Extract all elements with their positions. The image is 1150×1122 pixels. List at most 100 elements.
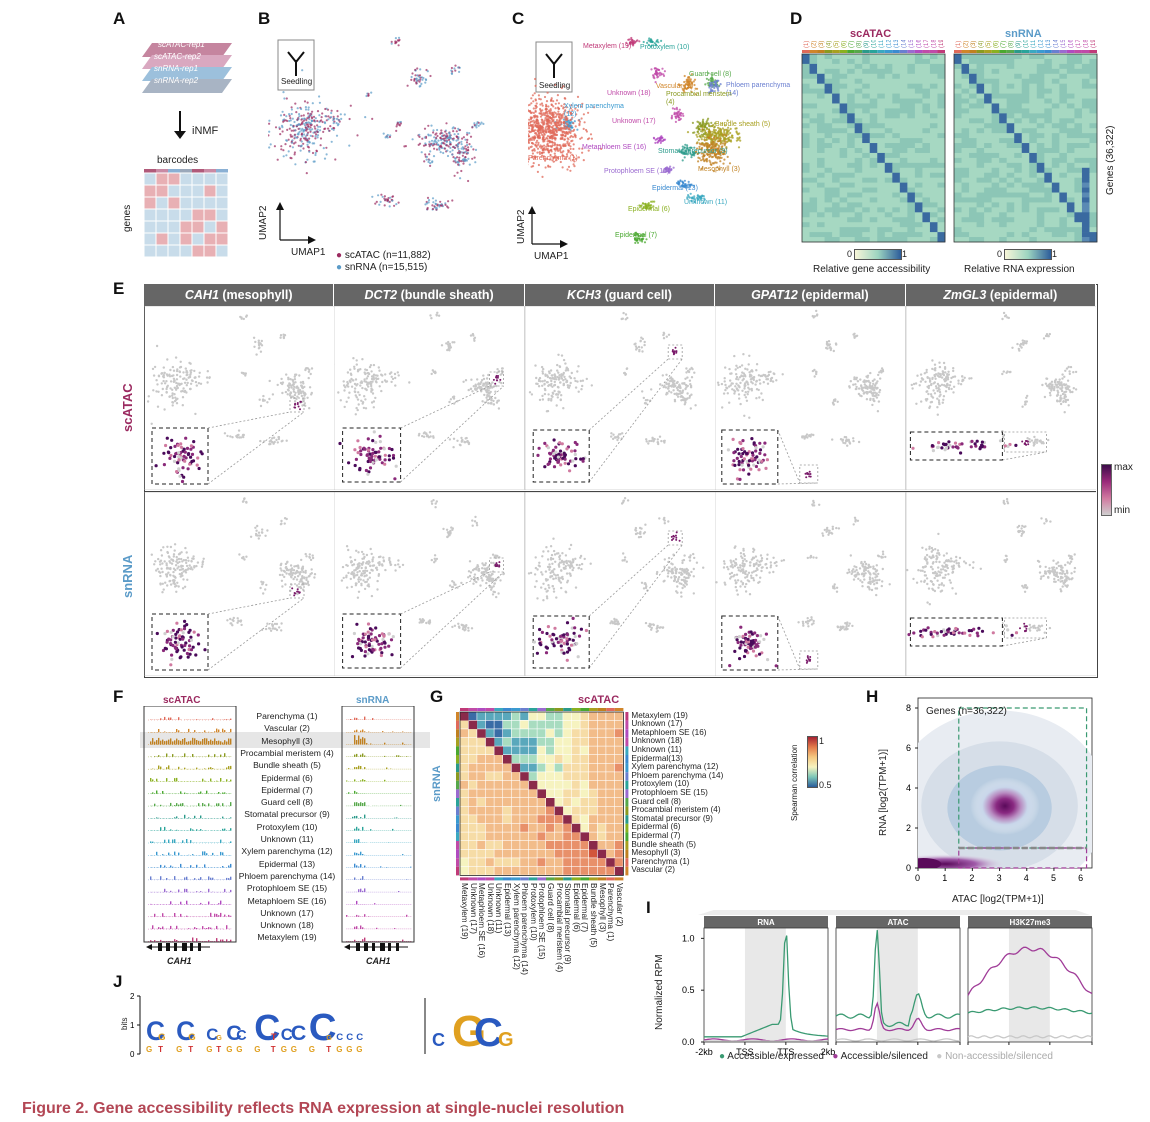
d-cell: [969, 172, 977, 178]
cluster-point: [558, 119, 561, 122]
cluster-point: [700, 195, 703, 198]
panel-c-umap: [528, 36, 742, 248]
d-cell: [929, 167, 938, 174]
d-cell: [1081, 187, 1090, 193]
cluster-point: [710, 77, 713, 80]
e-grey-point: [476, 386, 480, 390]
d-cell: [1006, 63, 1015, 70]
e-grey-point: [494, 396, 497, 400]
d-cell: [969, 118, 977, 124]
d-cell: [1066, 138, 1075, 144]
d-cell: [984, 232, 992, 238]
d-cell: [1051, 143, 1060, 149]
e-grey-point: [189, 371, 193, 374]
cluster-point: [682, 114, 685, 117]
d-cell: [1074, 123, 1083, 129]
d-cell: [1089, 167, 1098, 174]
d-cell: [847, 148, 855, 154]
umap-point: [389, 196, 392, 199]
umap-point: [460, 140, 463, 143]
d-cell: [1036, 83, 1045, 89]
e-grey-point: [484, 401, 487, 404]
umap-point: [440, 203, 443, 206]
umap-point: [421, 78, 424, 81]
cluster-point: [693, 83, 696, 87]
d-cell: [907, 63, 916, 70]
d-cell: [991, 98, 1000, 104]
d-cell: [961, 138, 970, 144]
cluster-point: [726, 119, 729, 122]
d-cell: [929, 113, 938, 119]
d-cell: [1044, 222, 1053, 228]
d-cell: [832, 177, 840, 183]
e-grey-point: [354, 390, 357, 394]
d-cell: [884, 128, 893, 134]
umap-point: [268, 146, 271, 149]
d-cell: [1014, 133, 1023, 139]
d-cell: [847, 113, 855, 119]
cluster-point: [546, 143, 549, 146]
d-cell: [892, 207, 901, 213]
d-cell: [954, 93, 962, 99]
cluster-point: [670, 168, 673, 171]
d-cell: [809, 83, 818, 89]
d-cell: [1014, 167, 1023, 174]
cluster-point: [533, 149, 536, 152]
d-cell: [1014, 73, 1023, 80]
cluster-point: [683, 91, 686, 94]
e-grey-point: [289, 391, 293, 395]
d-cell: [922, 148, 931, 154]
umap-point: [302, 122, 305, 125]
d-cell: [892, 157, 901, 164]
cluster-point: [528, 158, 530, 161]
d-cell: [802, 148, 810, 154]
umap-point: [462, 151, 465, 154]
cluster-point: [572, 143, 575, 146]
d-cell: [999, 54, 1007, 60]
e-tissue-name: (mesophyll): [218, 288, 293, 302]
umap-point: [318, 101, 321, 104]
d-scale-right-max: 1: [1052, 249, 1058, 259]
cluster-point: [556, 94, 559, 97]
umap-point: [482, 122, 485, 125]
d-cell: [961, 58, 970, 65]
umap-point: [386, 133, 389, 137]
panel-b-umap: [268, 36, 485, 244]
cluster-point: [528, 118, 531, 121]
d-cell: [809, 54, 818, 60]
e-grey-point: [347, 382, 350, 385]
cluster-point: [562, 85, 565, 88]
e-grey-point: [371, 375, 374, 378]
d-cell: [976, 73, 985, 80]
d-cell: [884, 157, 893, 164]
d-cell: [862, 152, 871, 159]
d-cell: [1074, 54, 1083, 60]
umap-point: [305, 121, 308, 124]
e-grey-point: [259, 404, 263, 408]
cluster-label: Phloem parenchyma (14): [726, 82, 791, 97]
d-cell: [907, 202, 916, 208]
umap-point: [323, 122, 327, 125]
d-cell: [832, 182, 840, 188]
e-grey-point: [254, 340, 257, 344]
umap-point: [432, 131, 435, 134]
cluster-point: [557, 107, 560, 110]
cluster-point: [677, 110, 680, 113]
d-cell: [824, 78, 833, 84]
e-inset-link: [400, 385, 491, 429]
d-cell: [817, 217, 825, 223]
matrix-cell: [203, 208, 217, 222]
umap-point: [274, 126, 278, 129]
cluster-point: [696, 120, 699, 123]
cluster-point: [711, 132, 714, 136]
e-grey-point: [465, 436, 469, 440]
e-grey-point: [453, 397, 456, 400]
d-cell: [929, 103, 938, 109]
d-cell: [1014, 143, 1023, 149]
e-grey-point: [308, 407, 311, 410]
d-cell: [907, 128, 916, 134]
d-cell: [1059, 162, 1068, 169]
cluster-point: [566, 140, 569, 143]
cluster-point: [631, 41, 634, 44]
cluster-point: [537, 141, 540, 144]
